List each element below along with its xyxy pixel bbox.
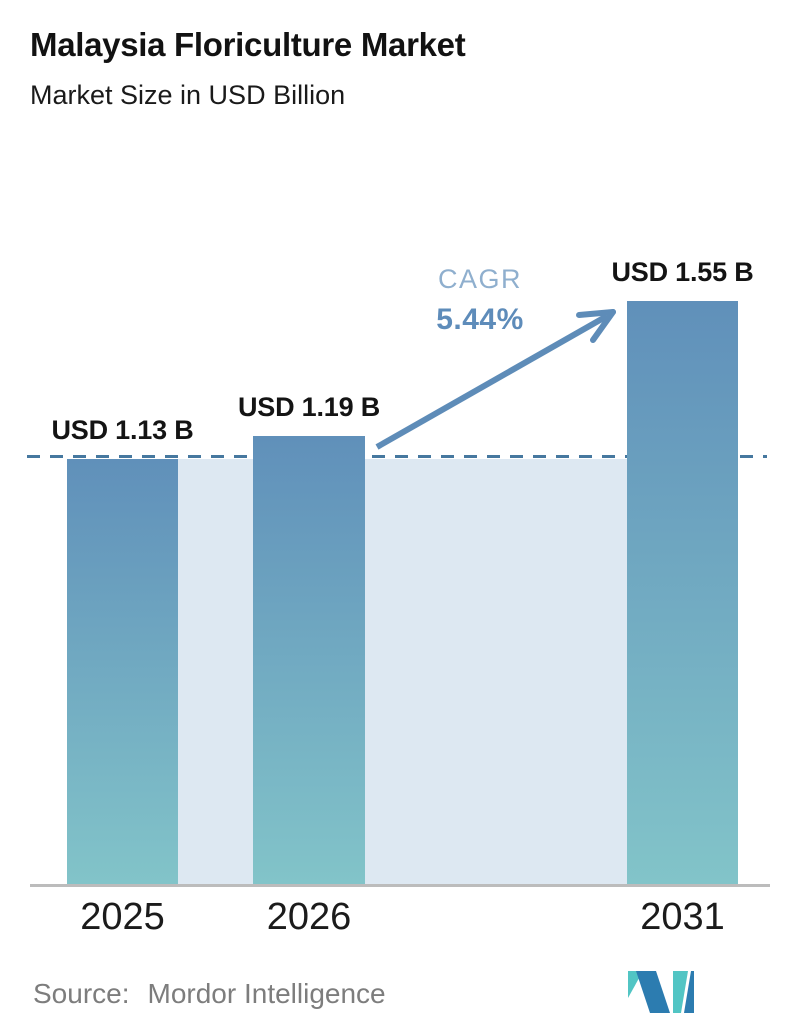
source-note: Source: Mordor Intelligence [33,978,386,1010]
chart-title: Malaysia Floriculture Market [30,26,466,63]
mordor-intelligence-logo [628,971,694,1013]
bar-value-label: USD 1.55 B [611,257,754,287]
x-axis-tick-label: 2025 [80,896,165,938]
cagr-annotation: CAGR 5.44% [380,264,580,337]
x-axis-line [30,884,770,887]
x-axis-tick-label: 2031 [640,896,725,938]
bar-2026 [253,436,365,885]
source-name: Mordor Intelligence [147,978,386,1009]
bar-2031 [627,301,738,885]
chart-subtitle: Market Size in USD Billion [30,80,346,110]
cagr-value: 5.44% [436,303,524,336]
bar-value-label: USD 1.19 B [237,392,381,422]
cagr-label: CAGR [437,264,522,294]
bar-value-label: USD 1.13 B [51,415,194,445]
x-axis-tick-label: 2026 [266,896,352,938]
reference-dashed-line [27,454,767,458]
plot-background-band [67,458,738,885]
bar-2025 [67,459,178,885]
source-label: Source: [33,978,130,1009]
